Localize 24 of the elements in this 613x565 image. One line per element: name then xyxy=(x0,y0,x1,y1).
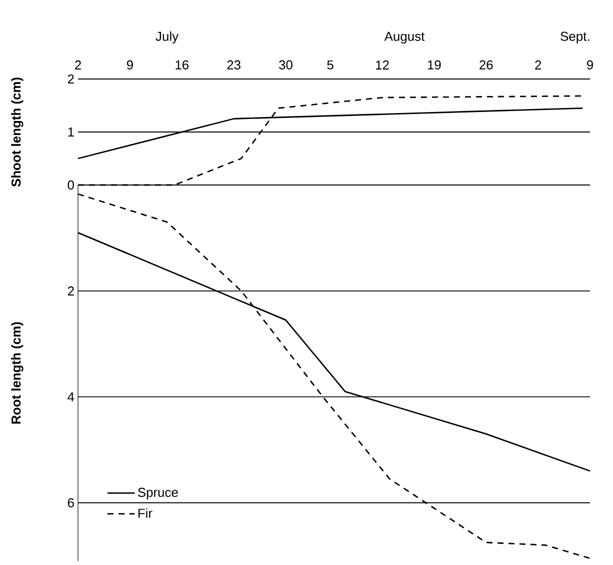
x-tick-label: 5 xyxy=(327,60,334,70)
x-tick-label: 2 xyxy=(75,60,81,70)
legend-label: Fir xyxy=(138,508,152,518)
y-axis-title: Root length (cm) xyxy=(11,322,24,424)
x2-tick-label: August xyxy=(384,32,425,44)
y-tick-label: 2 xyxy=(68,286,74,296)
x-tick-label: 19 xyxy=(428,60,441,70)
x-tick-label: 23 xyxy=(227,60,240,70)
y-tick-label: 6 xyxy=(68,498,74,508)
legend-label: Spruce xyxy=(138,488,178,500)
y-tick-label: 4 xyxy=(68,392,74,402)
y-axis-title: Shoot length (cm) xyxy=(11,78,24,187)
x-tick-label: 9 xyxy=(126,60,133,70)
x-tick-label: 9 xyxy=(587,60,593,70)
y-tick-label: 2 xyxy=(68,74,74,84)
x2-tick-label: Sept. xyxy=(560,32,590,44)
x-tick-label: 12 xyxy=(376,60,389,70)
y-tick-label: 1 xyxy=(68,128,74,136)
x-tick-label: 2 xyxy=(535,60,541,70)
x-tick-label: 16 xyxy=(176,60,189,70)
y-tick-label: 0 xyxy=(68,180,74,190)
x2-tick-label: July xyxy=(156,31,179,44)
x-tick-label: 30 xyxy=(279,60,292,70)
x-tick-label: 26 xyxy=(480,60,493,70)
